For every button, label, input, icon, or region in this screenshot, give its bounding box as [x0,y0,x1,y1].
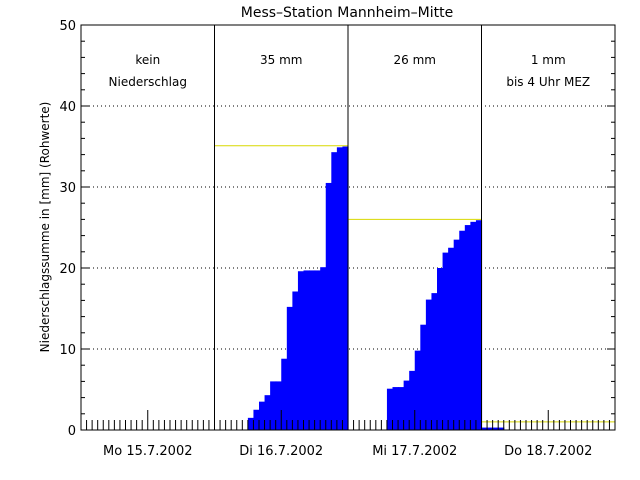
labels-group: 0 10 20 30 40 50 Mo 15.7.2002 kein Niederschlag D… [59,19,592,459]
bar [275,381,282,430]
bars-group [247,146,505,431]
bar [398,387,405,430]
y-axis-label: Niederschlagssumme in [mm] (Rohwerte) [38,102,52,353]
bar [425,299,433,430]
grid-lines [81,105,615,350]
x-day-label: Mi 17.7.2002 [372,444,457,459]
bar [320,267,327,430]
bar [420,324,427,430]
bar [303,270,310,430]
bar [470,221,477,430]
y-tick-label: 30 [59,181,76,196]
y-tick-label: 50 [59,19,76,34]
day-annotation: 1 mm [531,53,566,67]
bar [264,395,271,430]
bar [253,409,260,430]
bar [487,427,494,430]
x-day-label: Mo 15.7.2002 [103,444,192,459]
bar [247,417,255,430]
day-annotation: bis 4 Uhr MEZ [506,75,590,89]
bar [414,350,421,430]
bar [431,293,438,430]
bar [297,271,305,430]
bar [459,230,466,430]
bar [336,147,344,430]
plot-frame [80,24,616,431]
x-day-label: Di 16.7.2002 [239,444,323,459]
bar [325,182,332,430]
bar [409,370,416,430]
day-annotation: 26 mm [394,53,436,67]
y-tick-label: 10 [59,343,76,358]
bar [314,270,321,430]
chart-title: Mess–Station Mannheim–Mitte [241,5,453,21]
bar [342,146,349,430]
bar [286,306,293,430]
bar [453,239,460,430]
bar [437,268,444,430]
day-annotation: Niederschlag [109,75,187,89]
bar [464,225,471,430]
bar [448,247,455,430]
bar [498,427,505,430]
bar [386,388,394,430]
day-annotation: kein [135,53,160,67]
bar [403,380,410,430]
axes-group [80,24,616,431]
y-tick-label: 40 [59,100,76,115]
bar [392,387,399,430]
bar [331,152,338,431]
bar [292,291,299,430]
bar [270,381,277,430]
bar [475,220,483,430]
bar [259,401,266,430]
bar [309,270,316,430]
y-tick-label: 0 [68,424,76,439]
bar [281,358,288,430]
y-tick-label: 20 [59,262,76,277]
bar [492,427,499,430]
x-day-label: Do 18.7.2002 [504,444,592,459]
bar [442,252,449,430]
bar [481,427,488,430]
day-annotation: 35 mm [260,53,302,67]
